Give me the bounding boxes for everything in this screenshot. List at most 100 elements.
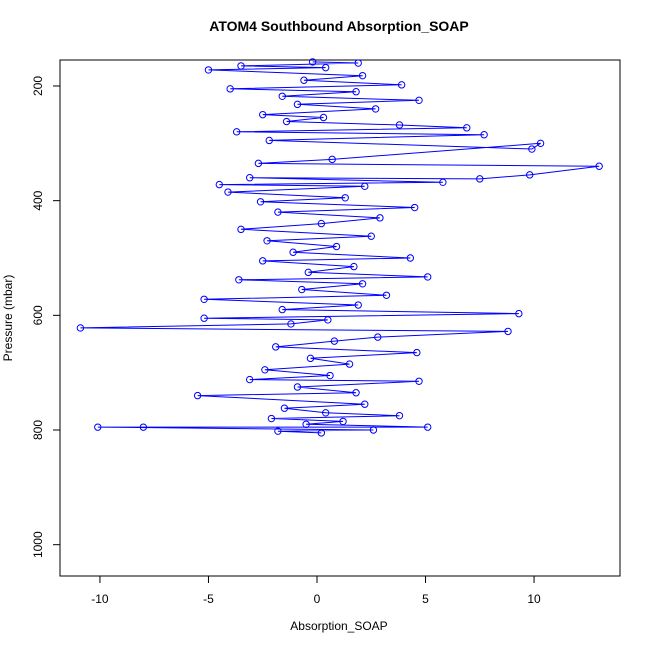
data-point	[350, 262, 358, 271]
data-point	[413, 348, 421, 357]
data-point	[415, 377, 423, 385]
x-tick-label: 10	[527, 592, 541, 606]
data-point	[330, 337, 339, 345]
data-point	[282, 117, 291, 126]
data-point	[278, 305, 286, 314]
data-point	[354, 301, 362, 309]
data-point	[423, 423, 432, 431]
data-line	[80, 61, 600, 434]
data-point	[369, 426, 378, 434]
data-point	[274, 427, 282, 435]
data-point	[476, 175, 484, 183]
data-point	[226, 85, 234, 93]
data-point	[259, 257, 267, 265]
data-point	[326, 371, 334, 380]
data-point	[321, 63, 330, 72]
data-point	[536, 139, 545, 148]
data-point	[415, 96, 423, 105]
data-point	[341, 194, 349, 202]
data-point	[328, 155, 336, 164]
data-point	[324, 316, 332, 324]
data-point	[139, 423, 148, 431]
data-point	[232, 128, 241, 136]
plot-frame	[59, 59, 621, 577]
data-point	[439, 178, 447, 187]
data-point	[317, 429, 326, 437]
data-point	[193, 391, 202, 400]
data-point	[595, 162, 603, 170]
x-axis-label: Absorption_SOAP	[290, 619, 387, 633]
y-axis-label: Pressure (mbar)	[1, 275, 15, 362]
data-point	[272, 343, 280, 351]
data-point	[395, 411, 404, 420]
data-point	[293, 100, 302, 109]
data-point	[265, 136, 273, 145]
data-point	[376, 214, 384, 222]
data-point	[515, 309, 523, 318]
data-point	[280, 404, 289, 412]
data-point	[332, 242, 341, 251]
data-point	[406, 254, 415, 262]
data-point	[259, 110, 267, 119]
data-point	[254, 159, 263, 168]
data-point	[397, 81, 406, 89]
data-point	[246, 375, 254, 384]
data-point	[287, 320, 295, 328]
data-point	[526, 171, 534, 179]
data-point	[237, 225, 245, 234]
data-point	[298, 285, 306, 294]
chart-title: ATOM4 Southbound Absorption_SOAP	[209, 18, 469, 34]
y-tick-label: 1000	[31, 531, 45, 558]
data-point	[374, 333, 382, 341]
data-point	[382, 291, 391, 299]
data-point	[423, 273, 432, 281]
data-point	[278, 92, 286, 100]
data-point	[246, 174, 254, 182]
data-point	[235, 276, 243, 284]
data-point	[300, 76, 308, 84]
y-tick-label: 400	[31, 190, 45, 210]
data-point	[354, 59, 362, 67]
x-tick-label: 0	[314, 592, 321, 606]
data-point	[358, 280, 367, 288]
data-point	[463, 124, 471, 132]
data-point	[274, 208, 282, 216]
x-tick-label: -10	[91, 592, 109, 606]
data-point	[237, 62, 245, 70]
data-point	[361, 182, 369, 191]
data-point	[200, 314, 208, 322]
data-point	[358, 71, 367, 80]
data-point	[345, 360, 354, 368]
data-point	[224, 188, 232, 196]
y-tick-label: 200	[31, 76, 45, 96]
data-point	[504, 327, 512, 336]
data-point	[215, 180, 224, 189]
data-point	[339, 417, 347, 426]
data-point	[367, 232, 375, 240]
data-point	[261, 366, 269, 374]
data-point	[308, 58, 317, 66]
data-point	[76, 324, 85, 332]
data-point	[528, 145, 536, 153]
data-point	[317, 219, 326, 228]
x-tick-label: 5	[422, 592, 429, 606]
data-point	[410, 203, 419, 212]
y-tick-label: 600	[31, 305, 45, 325]
data-point	[267, 414, 276, 423]
data-point	[395, 121, 404, 129]
y-tick-label: 800	[31, 420, 45, 440]
data-point	[319, 113, 328, 122]
x-tick-label: -5	[203, 592, 214, 606]
data-point	[321, 409, 330, 417]
data-point	[200, 295, 208, 303]
data-point	[263, 237, 271, 245]
data-point	[352, 88, 360, 96]
data-point	[302, 420, 310, 428]
data-point	[94, 423, 102, 431]
data-point	[352, 389, 360, 397]
data-point	[480, 131, 488, 139]
data-point	[371, 105, 380, 113]
data-point	[361, 400, 369, 408]
